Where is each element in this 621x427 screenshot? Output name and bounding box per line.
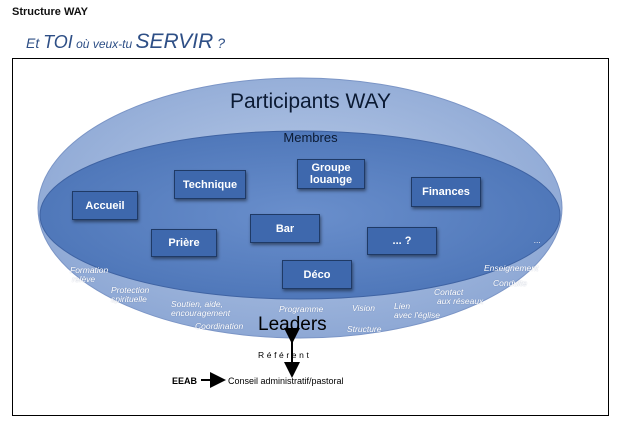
ring-label-formation-line2: relève bbox=[72, 274, 96, 284]
box-groupe-louange-line1: Groupe bbox=[311, 162, 351, 174]
ring-label-coordination: Coordination bbox=[195, 321, 244, 331]
membres-title: Membres bbox=[283, 130, 338, 145]
ring-label-soutien: Soutien, aide, encouragement bbox=[171, 300, 230, 318]
tagline-part2: TOI bbox=[43, 32, 73, 52]
ring-label-lien-line2: avec l'église bbox=[394, 310, 441, 320]
ring-label-contact-line2: aux réseaux bbox=[437, 296, 484, 306]
eeab-label: EEAB bbox=[172, 376, 198, 386]
tagline-part5: ? bbox=[213, 35, 225, 51]
conseil-label: Conseil administratif/pastoral bbox=[228, 376, 344, 386]
ring-label-ellipsis: ... bbox=[534, 235, 542, 245]
tagline-part3: où veux-tu bbox=[72, 37, 136, 51]
ring-label-formation-line1: Formation bbox=[70, 265, 109, 275]
referent-label: Référent bbox=[258, 350, 312, 360]
ring-label-vision: Vision bbox=[352, 303, 375, 313]
box-bar: Bar bbox=[250, 214, 320, 243]
box-groupe-louange: Groupe louange bbox=[297, 159, 365, 189]
ring-label-protection-line2: spirituelle bbox=[111, 294, 147, 304]
ring-label-protection: Protection spirituelle bbox=[111, 286, 149, 304]
ring-label-lien: Lien avec l'église bbox=[394, 302, 440, 320]
box-technique: Technique bbox=[174, 170, 246, 199]
ring-label-programme: Programme bbox=[279, 304, 324, 314]
leaders-label: Leaders bbox=[258, 314, 327, 335]
tagline-part1: Et bbox=[26, 35, 44, 51]
ring-label-formation: Formation relève bbox=[70, 266, 108, 284]
diagram-frame bbox=[12, 58, 609, 416]
box-accueil: Accueil bbox=[72, 191, 138, 220]
ring-label-soutien-line2: encouragement bbox=[171, 308, 231, 318]
box-finances: Finances bbox=[411, 177, 481, 207]
ring-label-soutien-line1: Soutien, aide, bbox=[171, 299, 223, 309]
ring-label-conduite: Conduite bbox=[493, 278, 528, 288]
box-deco: Déco bbox=[282, 260, 352, 289]
ring-label-contact-line1: Contact bbox=[434, 287, 464, 297]
ring-label-enseignement: Enseignement bbox=[484, 263, 539, 273]
box-autre: ... ? bbox=[367, 227, 437, 255]
participants-title: Participants WAY bbox=[229, 90, 392, 113]
tagline: Et TOI où veux-tu SERVIR ? bbox=[26, 30, 225, 54]
ring-label-structure: Structure bbox=[347, 324, 382, 334]
box-priere: Prière bbox=[151, 229, 217, 257]
tagline-part4: SERVIR bbox=[135, 30, 214, 53]
box-groupe-louange-line2: louange bbox=[309, 174, 353, 186]
ring-label-protection-line1: Protection bbox=[111, 285, 150, 295]
ring-label-contact: Contact aux réseaux bbox=[434, 288, 483, 306]
document-title: Structure WAY bbox=[12, 6, 89, 18]
ring-label-lien-line1: Lien bbox=[394, 301, 411, 311]
